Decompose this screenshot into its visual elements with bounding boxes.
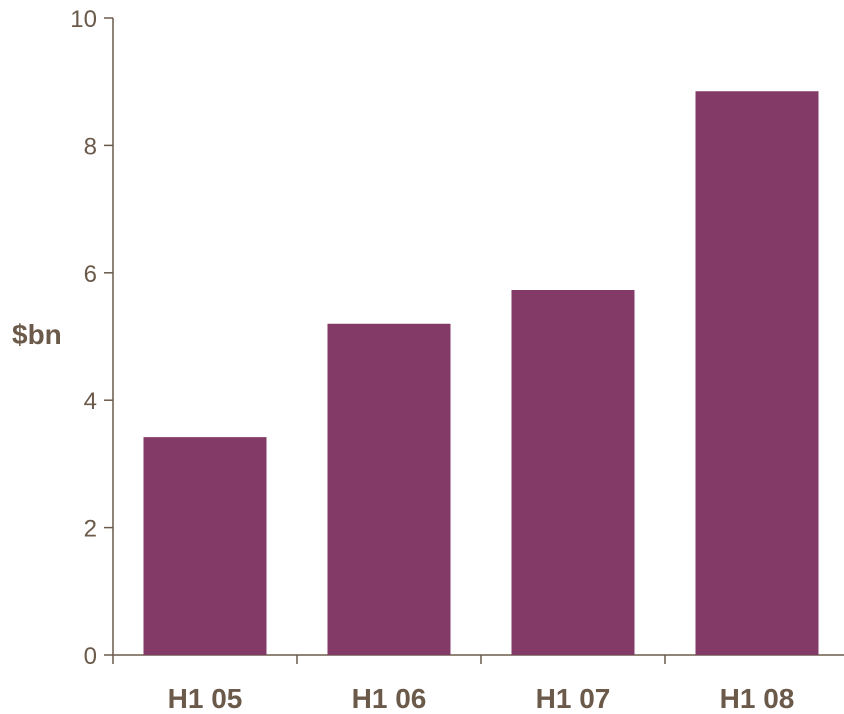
- x-category-label: H1 08: [720, 683, 795, 714]
- y-tick-label: 4: [84, 388, 97, 415]
- x-ticks: [112, 655, 666, 664]
- bar-h1-06: [327, 323, 451, 655]
- y-tick-label: 8: [84, 133, 97, 160]
- y-tick-label: 10: [70, 6, 97, 33]
- y-tick-label: 0: [84, 643, 97, 670]
- y-tick-label: 2: [84, 516, 97, 543]
- y-axis-title: $bn: [12, 319, 62, 350]
- y-tick-label: 6: [84, 261, 97, 288]
- y-ticks: 0 2 4 6 8 10: [70, 6, 113, 670]
- bar-h1-07: [511, 289, 635, 655]
- x-category-label: H1 06: [352, 683, 427, 714]
- category-labels: H1 05 H1 06 H1 07 H1 08: [168, 683, 795, 714]
- bar-h1-08: [695, 91, 819, 655]
- bars: [143, 91, 819, 655]
- x-category-label: H1 07: [536, 683, 611, 714]
- x-category-label: H1 05: [168, 683, 243, 714]
- bar-h1-05: [143, 437, 267, 655]
